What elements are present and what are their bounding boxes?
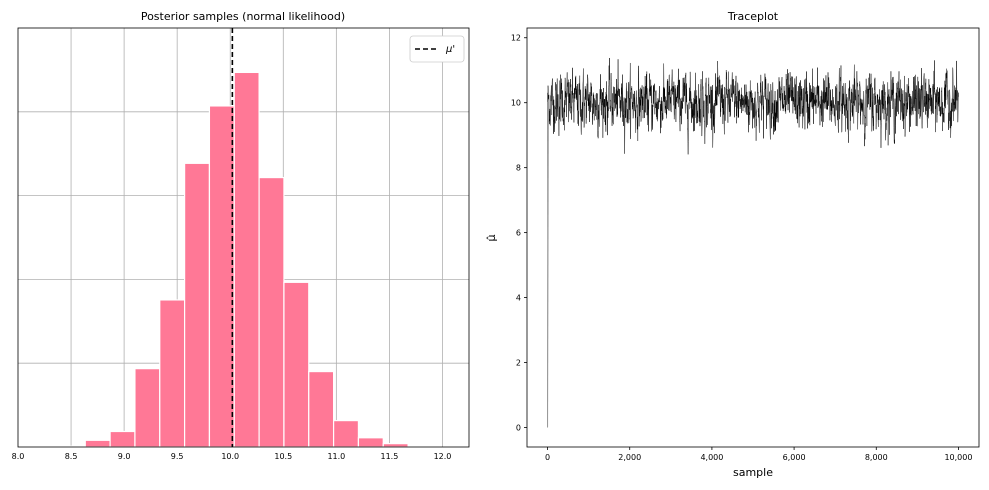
traceplot-y-ticks: 0 2 4 6 8 10 12 [511,34,527,433]
histogram-bar [308,370,335,448]
y-tick-label: 4 [516,294,521,303]
x-tick-label: 9.5 [171,452,184,461]
histogram-x-ticks: 8.0 8.5 9.0 9.5 10.0 10.5 11.0 11.5 12.0 [12,452,452,461]
x-tick-label: 8,000 [865,453,888,462]
trace-line [547,57,959,428]
y-tick-label: 10 [511,99,521,108]
histogram-bar [382,443,409,448]
y-tick-label: 2 [516,359,521,368]
trace-series [547,57,959,428]
x-tick-label: 2,000 [618,453,641,462]
traceplot-x-ticks: 0 2,000 4,000 6,000 8,000 10,000 [545,447,972,462]
x-tick-label: 10.5 [274,452,292,461]
x-tick-label: 8.0 [12,452,25,461]
x-tick-label: 8.5 [65,452,78,461]
x-tick-label: 10,000 [944,453,972,462]
y-tick-label: 12 [511,34,521,43]
legend-box [409,35,465,63]
histogram-bar [357,437,384,448]
histogram-bar [134,368,161,448]
histogram-bar [258,176,285,448]
x-tick-label: 10.0 [221,452,239,461]
traceplot-panel: Traceplot 0 2,000 4,000 6,000 8,000 10,000 0 2… [485,10,980,479]
traceplot-xlabel: sample [733,466,773,479]
histogram-bar [283,281,310,448]
histogram-bar [233,71,260,448]
histogram-bar [208,105,235,448]
x-tick-label: 9.0 [118,452,131,461]
histogram-bar [84,439,111,448]
histogram-frame [17,27,470,448]
x-tick-label: 0 [545,453,550,462]
histogram-panel: Posterior samples (normal likelihood) 8.… [12,10,470,461]
x-tick-label: 11.0 [327,452,345,461]
y-tick-label: 0 [516,424,521,433]
burn-in-segment [547,102,549,428]
histogram-bar [332,420,360,448]
traceplot-title: Traceplot [727,10,779,23]
histogram-bars [59,71,409,448]
x-tick-label: 12.0 [434,452,452,461]
histogram-title: Posterior samples (normal likelihood) [141,10,345,23]
histogram-bar [184,162,211,448]
legend-label: μ' [445,44,455,55]
y-tick-label: 6 [516,229,521,238]
histogram-bar [109,430,136,448]
histogram-legend: μ' [409,35,465,63]
x-tick-label: 4,000 [700,453,723,462]
traceplot-frame [526,27,980,448]
traceplot-ylabel: μ̂ [485,235,498,242]
y-tick-label: 8 [516,164,521,173]
x-tick-label: 6,000 [783,453,806,462]
x-tick-label: 11.5 [381,452,399,461]
histogram-bar [159,299,186,448]
